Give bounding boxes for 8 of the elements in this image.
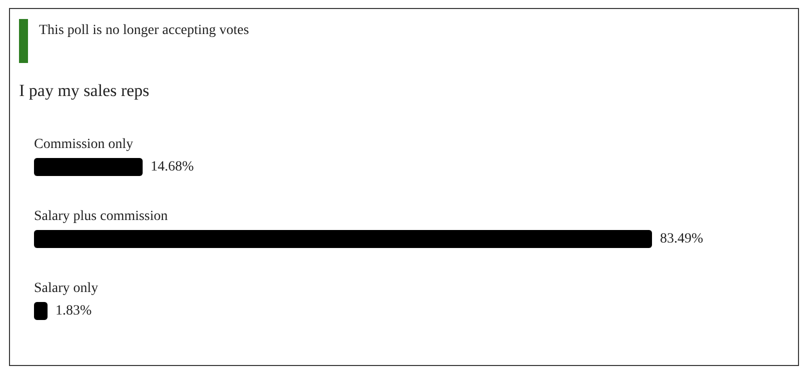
chart-title: I pay my sales reps bbox=[19, 81, 150, 101]
y-tick-label: Salary plus commission bbox=[34, 209, 168, 224]
data-label: 83.49% bbox=[660, 232, 704, 246]
text: This poll is no longer accepting votes bbox=[39, 23, 249, 39]
y-tick-label: Salary only bbox=[34, 281, 98, 296]
data-label: 14.68% bbox=[150, 160, 194, 174]
data-label: 1.83% bbox=[56, 304, 92, 318]
y-tick-label: Commission only bbox=[34, 137, 134, 152]
